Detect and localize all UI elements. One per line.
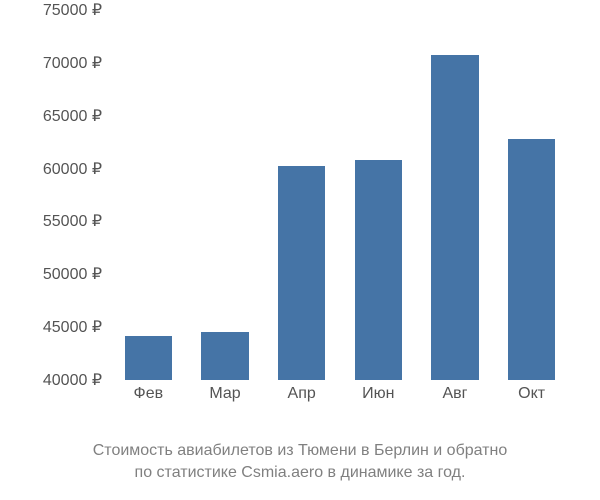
bar xyxy=(125,336,173,380)
bar xyxy=(508,139,556,380)
y-tick-label: 50000 ₽ xyxy=(43,264,102,284)
y-tick-label: 60000 ₽ xyxy=(43,159,102,179)
bar xyxy=(355,160,403,380)
caption-line-2: по статистике Csmia.aero в динамике за г… xyxy=(135,464,466,481)
y-axis: 40000 ₽45000 ₽50000 ₽55000 ₽60000 ₽65000… xyxy=(20,10,110,380)
bar xyxy=(278,166,326,380)
caption-line-1: Стоимость авиабилетов из Тюмени в Берлин… xyxy=(93,442,508,459)
x-tick-label: Апр xyxy=(288,385,316,403)
x-axis: Фев Мар Апр Июн Авг Окт xyxy=(110,385,570,415)
y-tick-label: 70000 ₽ xyxy=(43,53,102,73)
plot-area xyxy=(110,10,570,380)
x-tick-label: Июн xyxy=(362,385,394,403)
x-tick-label: Мар xyxy=(209,385,240,403)
y-tick-label: 55000 ₽ xyxy=(43,211,102,231)
y-tick-label: 65000 ₽ xyxy=(43,106,102,126)
x-tick-label: Авг xyxy=(442,385,467,403)
price-chart: 40000 ₽ 45000 ₽ 50000 ₽ 55000 ₽ 60000 ₽ 65000… xyxy=(20,10,580,430)
y-tick-label: 45000 ₽ xyxy=(43,317,102,337)
y-tick-label: 75000 ₽ xyxy=(43,0,102,20)
bar xyxy=(201,332,249,380)
bar xyxy=(431,55,479,380)
x-tick-label: Фев xyxy=(134,385,164,403)
y-tick-label: 40000 ₽ xyxy=(43,370,102,390)
chart-caption: Стоимость авиабилетов из Тюмени в Берлин… xyxy=(20,440,580,485)
x-tick-label: Окт xyxy=(518,385,545,403)
